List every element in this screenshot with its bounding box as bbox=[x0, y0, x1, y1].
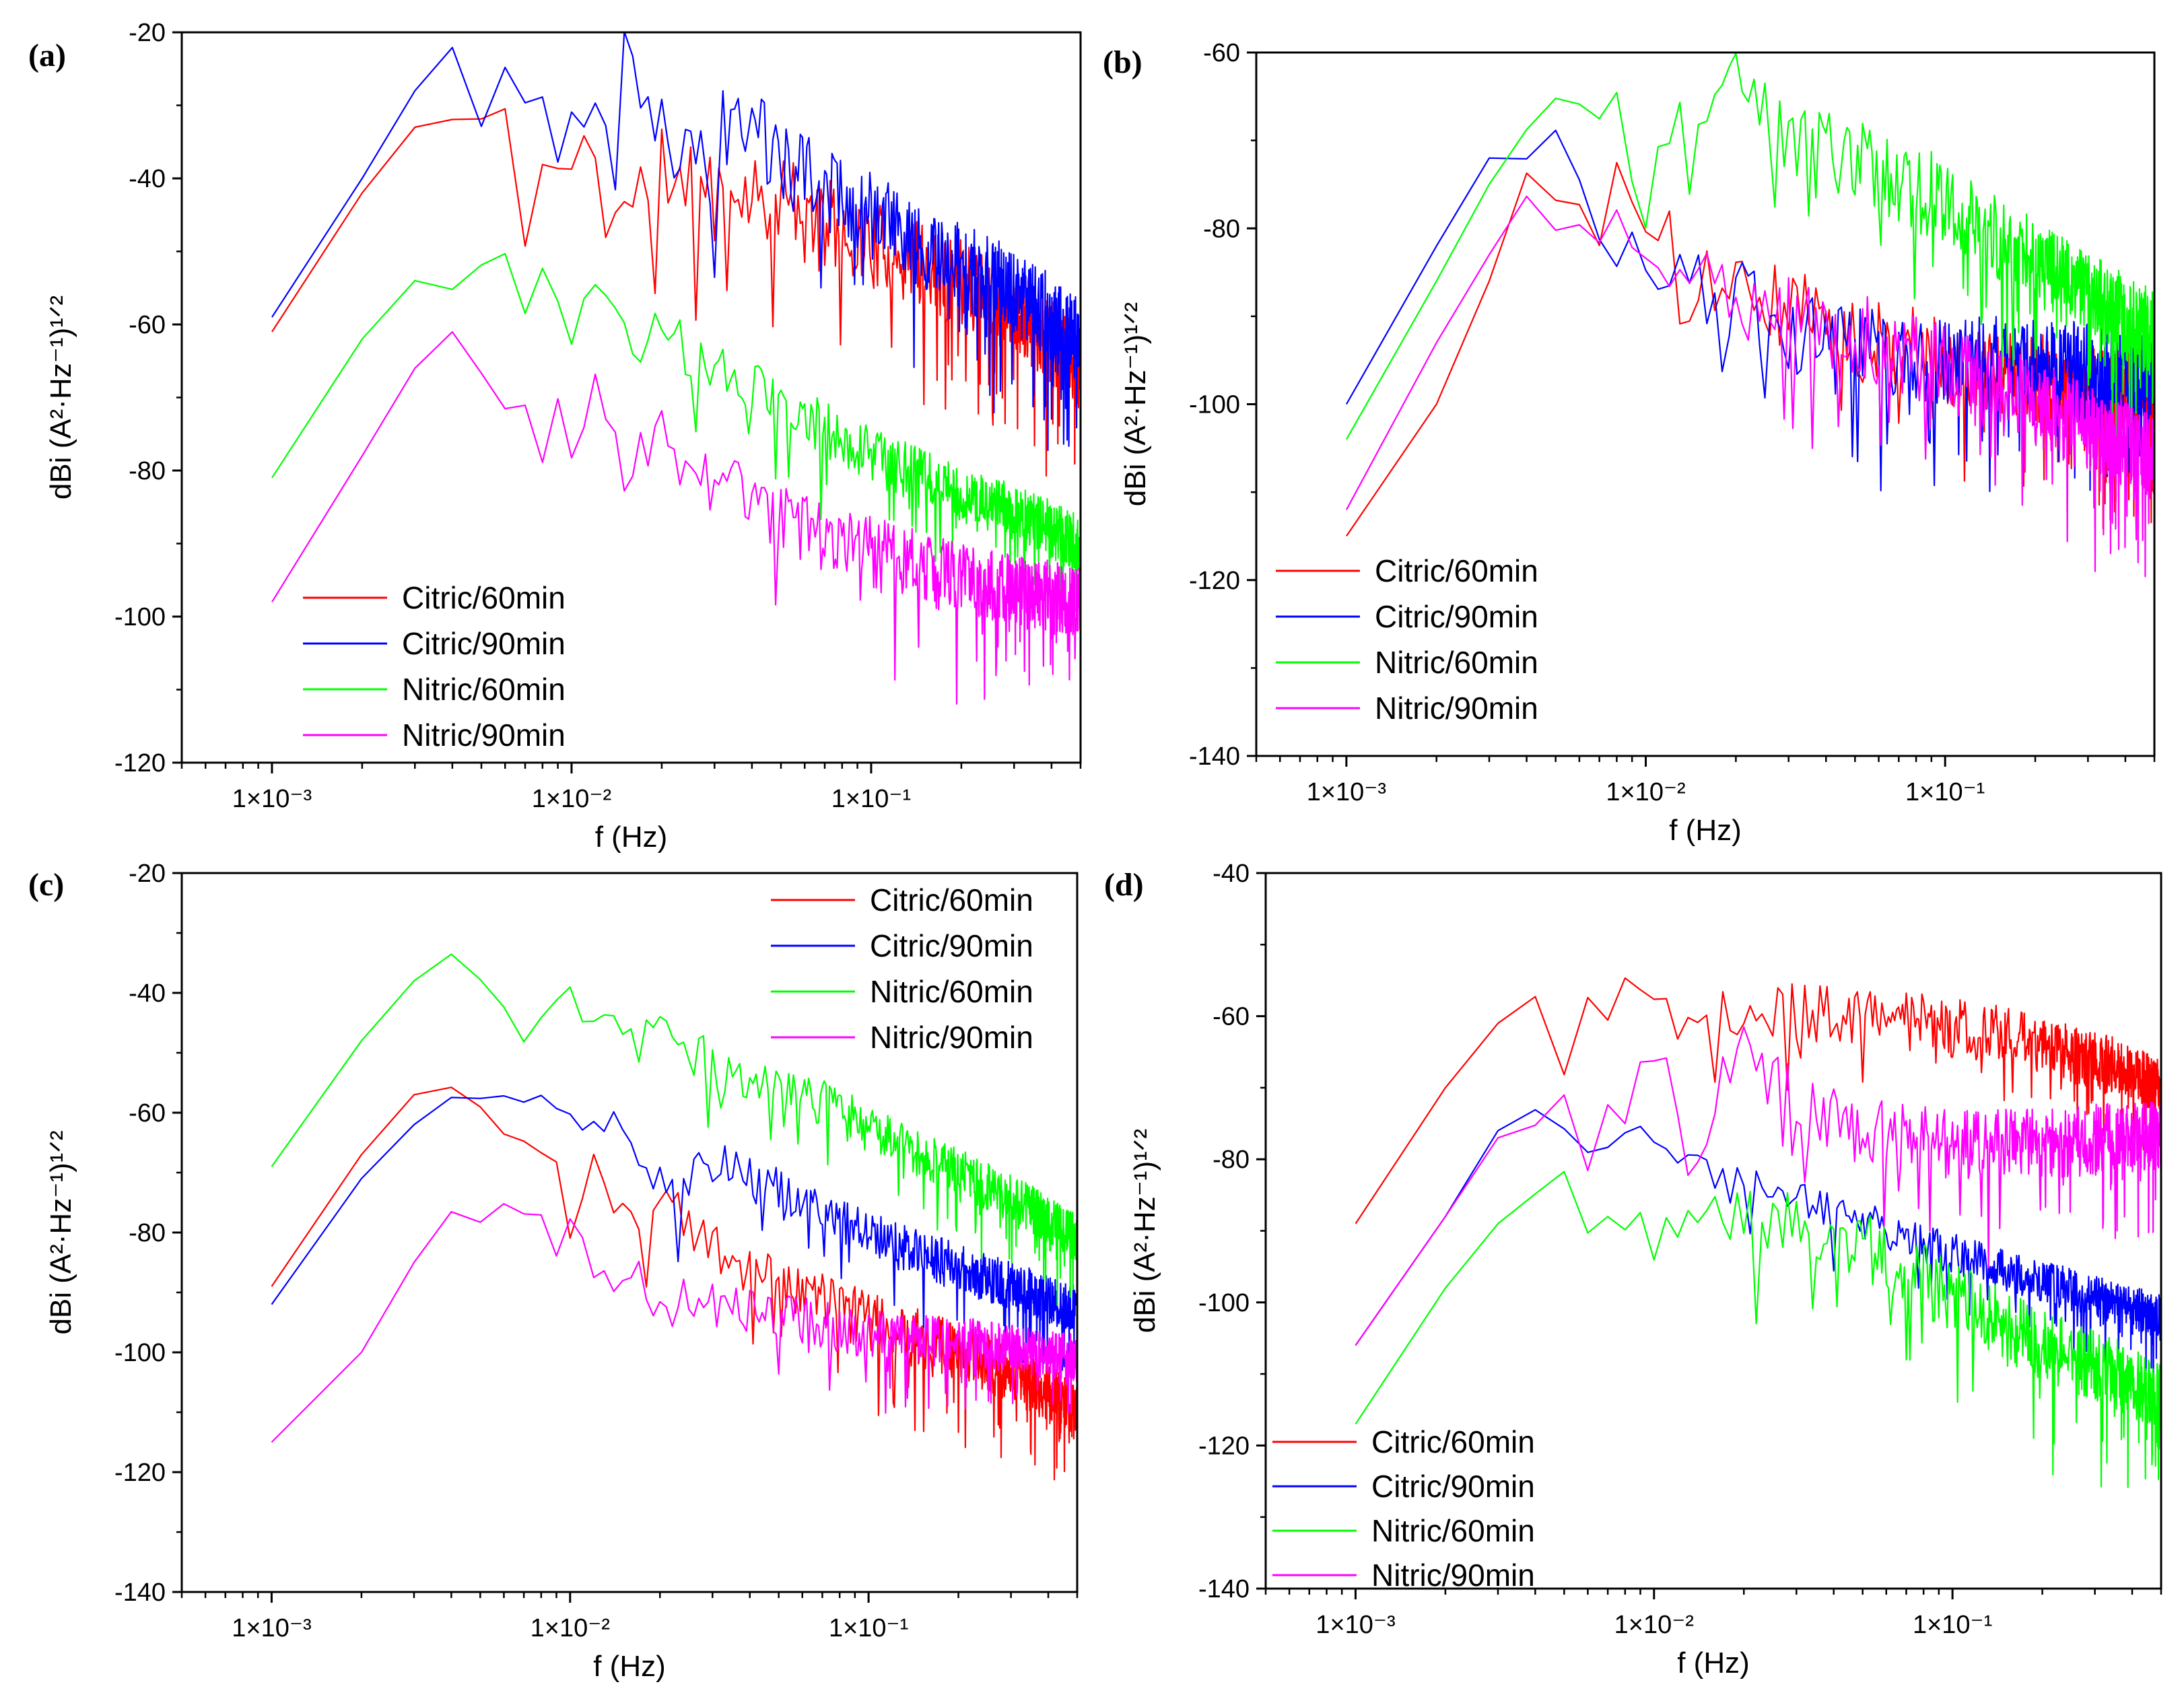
series-line-nitric-60min bbox=[271, 252, 1081, 627]
x-tick-label: 1×10⁻² bbox=[532, 785, 611, 813]
y-tick-label: -60 bbox=[129, 311, 166, 339]
series-line-nitric-60min bbox=[1355, 1171, 2161, 1488]
x-axis-title: f (Hz) bbox=[595, 821, 668, 854]
x-tick-label: 1×10⁻³ bbox=[1307, 778, 1386, 806]
y-tick-label: -140 bbox=[114, 1579, 166, 1607]
legend-label: Citric/60min bbox=[1371, 1424, 1535, 1459]
legend: Citric/60min Citric/90min Nitric/60min Nitr… bbox=[1276, 553, 1538, 726]
legend-label: Citric/90min bbox=[402, 626, 566, 661]
x-axis-title: f (Hz) bbox=[1669, 814, 1742, 847]
legend-label: Citric/60min bbox=[402, 580, 566, 615]
y-tick-label: -120 bbox=[1198, 1432, 1250, 1460]
y-tick-label: -20 bbox=[129, 19, 166, 47]
x-tick-label: 1×10⁻³ bbox=[1316, 1611, 1395, 1639]
y-tick-label: -140 bbox=[1189, 742, 1240, 771]
series-group bbox=[271, 32, 1081, 705]
panel-label: (a) bbox=[28, 38, 66, 73]
panel-label: (d) bbox=[1104, 867, 1144, 903]
x-tick-label: 1×10⁻² bbox=[1606, 778, 1685, 806]
panel-label: (b) bbox=[1103, 44, 1142, 80]
y-axis-title: dBi (A²·Hz⁻¹)¹ᐟ² bbox=[44, 1130, 77, 1334]
x-tick-label: 1×10⁻³ bbox=[232, 1614, 311, 1642]
x-tick-label: 1×10⁻³ bbox=[232, 785, 312, 813]
y-tick-label: -60 bbox=[1213, 1003, 1250, 1031]
x-tick-label: 1×10⁻¹ bbox=[831, 785, 911, 813]
legend-label: Nitric/60min bbox=[1375, 645, 1538, 680]
y-tick-label: -60 bbox=[1203, 39, 1240, 67]
series-group bbox=[271, 953, 1077, 1481]
chart-panel-0: (a) -120 -100 -80 -60 -40 -20 1×10⁻³ 1×10⁻² 1×10⁻… bbox=[28, 19, 1082, 854]
series-line-nitric-90min bbox=[1355, 1026, 2161, 1346]
legend: Citric/60min Citric/90min Nitric/60min Nitr… bbox=[1272, 1424, 1535, 1593]
y-tick-label: -20 bbox=[129, 860, 166, 888]
legend-label: Nitric/90min bbox=[1371, 1558, 1535, 1593]
y-tick-label: -100 bbox=[1198, 1289, 1250, 1317]
series-line-citric-60min bbox=[1355, 977, 2161, 1224]
chart-panel-3: (d) -140 -120 -100 -80 -60 -40 1×10⁻³ 1×10⁻² 1×10… bbox=[1104, 860, 2162, 1679]
y-tick-label: -40 bbox=[129, 979, 166, 1008]
series-line-nitric-90min bbox=[1345, 195, 2154, 578]
y-tick-label: -120 bbox=[1189, 567, 1240, 595]
chart-panel-2: (c) -140 -120 -100 -80 -60 -40 -20 1×10⁻³ 1×10⁻² 1… bbox=[28, 860, 1079, 1683]
y-tick-label: -120 bbox=[114, 1459, 166, 1487]
y-tick-label: -80 bbox=[1203, 215, 1240, 243]
y-tick-label: -80 bbox=[129, 457, 166, 485]
x-tick-label: 1×10⁻¹ bbox=[829, 1614, 908, 1642]
x-tick-label: 1×10⁻¹ bbox=[1905, 778, 1985, 806]
y-tick-label: -40 bbox=[1213, 860, 1250, 888]
x-tick-label: 1×10⁻² bbox=[531, 1614, 610, 1642]
series-group bbox=[1345, 53, 2154, 578]
y-tick-label: -80 bbox=[1213, 1146, 1250, 1174]
series-line-citric-90min bbox=[1355, 1109, 2161, 1385]
y-tick-label: -80 bbox=[129, 1219, 166, 1247]
legend: Citric/60min Citric/90min Nitric/60min Nitr… bbox=[771, 882, 1033, 1055]
x-tick-label: 1×10⁻² bbox=[1614, 1611, 1694, 1639]
series-group bbox=[1355, 977, 2161, 1488]
legend-label: Nitric/60min bbox=[870, 974, 1033, 1009]
legend-label: Nitric/60min bbox=[402, 672, 566, 707]
y-tick-label: -140 bbox=[1198, 1575, 1250, 1603]
legend-label: Citric/60min bbox=[1375, 553, 1538, 588]
series-line-nitric-90min bbox=[271, 331, 1081, 705]
series-line-nitric-60min bbox=[271, 953, 1077, 1307]
y-tick-label: -120 bbox=[114, 749, 166, 777]
y-tick-label: -40 bbox=[129, 165, 166, 193]
y-axis-title: dBi (A²·Hz⁻¹)¹ᐟ² bbox=[44, 296, 77, 499]
y-tick-label: -100 bbox=[114, 1339, 166, 1367]
y-axis-title: dBi (A²·Hz⁻¹)¹ᐟ² bbox=[1128, 1129, 1161, 1333]
legend-label: Citric/90min bbox=[1375, 599, 1538, 634]
chart-panel-1: (b) -140 -120 -100 -80 -60 1×10⁻³ 1×10⁻² 1×10⁻¹ f… bbox=[1103, 39, 2156, 847]
x-axis-title: f (Hz) bbox=[1677, 1646, 1750, 1679]
legend-label: Nitric/90min bbox=[402, 718, 566, 753]
legend-label: Citric/60min bbox=[870, 882, 1033, 917]
y-tick-label: -60 bbox=[129, 1099, 166, 1128]
panel-label: (c) bbox=[28, 867, 64, 903]
series-line-nitric-90min bbox=[271, 1203, 1077, 1443]
y-axis-title: dBi (A²·Hz⁻¹)¹ᐟ² bbox=[1119, 302, 1152, 506]
series-line-citric-90min bbox=[271, 32, 1081, 452]
legend-label: Nitric/90min bbox=[870, 1020, 1033, 1055]
x-axis-title: f (Hz) bbox=[593, 1650, 666, 1683]
series-line-citric-90min bbox=[271, 1095, 1077, 1371]
y-tick-label: -100 bbox=[1189, 391, 1240, 419]
legend: Citric/60min Citric/90min Nitric/60min Nitr… bbox=[303, 580, 566, 753]
y-tick-label: -100 bbox=[114, 603, 166, 631]
series-line-nitric-60min bbox=[1345, 53, 2154, 445]
legend-label: Nitric/90min bbox=[1375, 691, 1538, 726]
x-tick-label: 1×10⁻¹ bbox=[1913, 1611, 1992, 1639]
legend-label: Nitric/60min bbox=[1371, 1513, 1535, 1548]
legend-label: Citric/90min bbox=[870, 928, 1033, 963]
legend-label: Citric/90min bbox=[1371, 1469, 1535, 1504]
